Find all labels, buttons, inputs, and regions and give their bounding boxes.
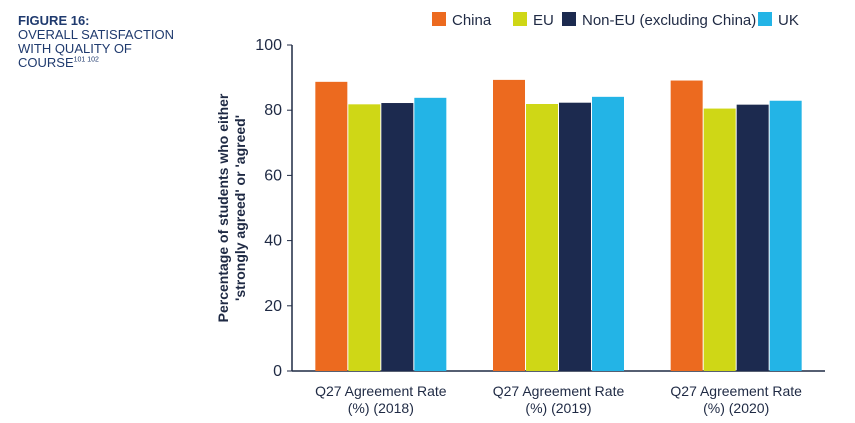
y-tick-label: 80 — [264, 102, 282, 119]
legend-label: UK — [778, 12, 799, 29]
y-axis-label-line: Percentage of students who either — [215, 93, 231, 322]
y-axis-label-line: 'strongly agreed' or 'agreed' — [232, 115, 248, 301]
y-tick-label: 60 — [264, 167, 282, 184]
legend-swatch — [432, 12, 446, 26]
legend-label: EU — [533, 12, 554, 29]
y-axis-label: Percentage of students who either'strong… — [215, 93, 248, 322]
figure-label: FIGURE 16: — [18, 13, 90, 28]
legend-swatch — [758, 12, 772, 26]
figure-desc-line-2: WITH QUALITY OF — [18, 41, 132, 56]
y-tick-label: 100 — [255, 37, 282, 54]
legend-label: Non-EU (excluding China) — [582, 12, 756, 29]
x-category-label: Q27 Agreement Rate (%) (2020) — [670, 383, 802, 416]
legend-swatch — [562, 12, 576, 26]
bar-non-eu-excluding-china — [381, 103, 414, 371]
bar-uk — [414, 97, 447, 371]
bar-eu — [526, 104, 558, 372]
x-category-label-line: Q27 Agreement Rate — [670, 383, 802, 399]
x-category-label-line: (%) (2019) — [525, 400, 591, 416]
figure-desc-line-1: OVERALL SATISFACTION — [18, 27, 175, 42]
y-tick-label: 40 — [264, 233, 282, 250]
bar-eu — [348, 104, 381, 371]
bar-uk — [769, 100, 802, 371]
figure-caption: FIGURE 16: OVERALL SATISFACTION WITH QUA… — [18, 14, 208, 70]
x-category-label-line: Q27 Agreement Rate — [315, 383, 447, 399]
bar-china — [315, 81, 348, 371]
legend-swatch — [513, 12, 527, 26]
bar-non-eu-excluding-china — [736, 104, 769, 372]
bar-non-eu-excluding-china — [559, 102, 591, 372]
x-category-label-line: Q27 Agreement Rate — [493, 383, 625, 399]
bar-eu — [703, 108, 736, 371]
bar-china — [493, 79, 525, 371]
figure-desc-line-3: COURSE101 102 — [18, 56, 208, 70]
x-category-label-line: (%) (2018) — [348, 400, 414, 416]
x-category-label: Q27 Agreement Rate (%) (2019) — [493, 383, 625, 416]
y-tick-label: 0 — [273, 363, 282, 380]
legend-label: China — [452, 12, 492, 29]
figure-desc-line-3-text: COURSE — [18, 55, 74, 70]
x-category-label: Q27 Agreement Rate (%) (2018) — [315, 383, 447, 416]
x-category-label-line: (%) (2020) — [703, 400, 769, 416]
y-tick-label: 20 — [264, 298, 282, 315]
bar-uk — [592, 96, 624, 372]
footnote-reference: 101 102 — [73, 56, 99, 64]
bar-china — [670, 80, 703, 371]
